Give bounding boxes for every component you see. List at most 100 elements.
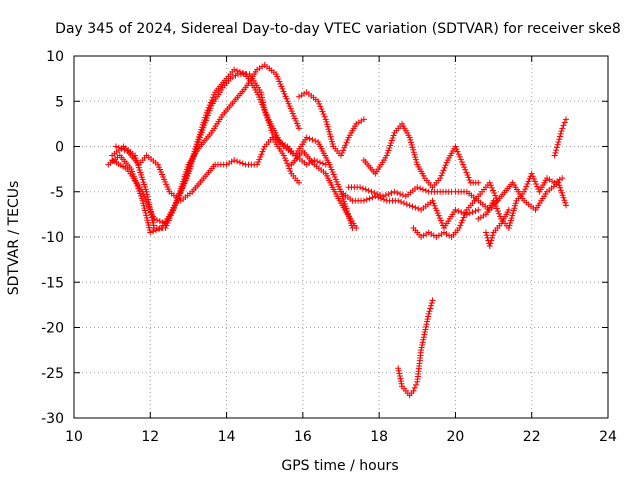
series-sat-n: [551, 116, 570, 159]
trace-marker: [487, 182, 494, 189]
trace-marker: [554, 141, 561, 148]
trace-marker: [319, 160, 326, 167]
trace-marker: [339, 149, 346, 156]
trace-marker: [265, 119, 272, 126]
trace-marker: [557, 184, 564, 191]
trace-marker: [465, 174, 472, 181]
trace-marker: [260, 99, 267, 106]
data-point: [261, 107, 268, 114]
trace-marker: [378, 195, 385, 202]
trace-marker: [259, 148, 266, 155]
trace-marker: [457, 222, 464, 229]
data-point: [486, 179, 493, 186]
chart-title: Day 345 of 2024, Sidereal Day-to-day VTE…: [55, 21, 621, 37]
trace-marker: [422, 187, 429, 194]
data-point: [559, 175, 566, 182]
data-point: [360, 116, 367, 123]
y-tick-label: -25: [41, 366, 64, 382]
series-sat-l: [475, 170, 566, 231]
data-points-layer: [105, 62, 570, 399]
trace-marker: [317, 159, 324, 166]
data-point: [475, 206, 482, 213]
trace-marker: [159, 219, 166, 226]
trace-marker: [534, 183, 541, 190]
trace-marker: [491, 200, 498, 207]
x-tick-label: 20: [447, 429, 465, 445]
trace-marker: [314, 158, 321, 165]
trace-marker: [258, 151, 265, 158]
y-tick-label: -5: [50, 185, 64, 201]
trace-marker: [319, 108, 326, 115]
data-point: [296, 125, 303, 132]
trace-marker: [343, 139, 350, 146]
trace-marker: [388, 137, 395, 144]
data-point: [353, 224, 360, 231]
trace-marker: [462, 166, 469, 173]
trace-marker: [366, 195, 373, 202]
trace-marker: [281, 155, 288, 162]
trace-marker: [530, 175, 537, 182]
trace-marker: [121, 146, 128, 153]
trace-marker: [491, 190, 498, 197]
trace-marker: [417, 185, 424, 192]
trace-marker: [395, 367, 402, 374]
trace-marker: [489, 234, 496, 241]
trace-marker: [398, 198, 405, 205]
data-point: [528, 170, 535, 177]
data-point: [296, 179, 303, 186]
trace-marker: [424, 316, 431, 323]
trace-marker: [460, 214, 467, 221]
trace-marker: [411, 384, 418, 391]
trace-marker: [363, 196, 370, 203]
series-sat-f: [288, 148, 360, 231]
trace-marker: [234, 67, 241, 74]
trace-marker: [118, 145, 125, 152]
y-tick-label: -20: [41, 321, 64, 337]
trace-marker: [286, 165, 293, 172]
trace-marker: [441, 164, 448, 171]
data-point: [315, 98, 322, 105]
x-tick-label: 14: [218, 429, 236, 445]
y-tick-label: -15: [41, 275, 64, 291]
trace-marker: [388, 139, 395, 146]
trace-marker: [389, 134, 396, 141]
trace-marker: [552, 149, 559, 156]
trace-marker: [458, 159, 465, 166]
trace-marker: [412, 204, 419, 211]
trace-marker: [394, 189, 401, 196]
trace-marker: [560, 194, 567, 201]
data-point: [452, 143, 459, 150]
trace-marker: [396, 372, 403, 379]
trace-marker: [371, 189, 378, 196]
trace-marker: [458, 219, 465, 226]
trace-marker: [464, 171, 471, 178]
series-sat-h: [360, 120, 482, 191]
trace-marker: [403, 201, 410, 208]
data-point: [391, 188, 398, 195]
trace-marker: [415, 205, 422, 212]
trace-marker: [426, 308, 433, 315]
trace-marker: [265, 117, 272, 124]
trace-marker: [344, 137, 351, 144]
trace-marker: [489, 232, 496, 239]
trace-marker: [492, 192, 499, 199]
trace-marker: [439, 170, 446, 177]
trace-marker: [523, 183, 530, 190]
trace-marker: [533, 180, 540, 187]
trace-marker: [553, 147, 560, 154]
trace-marker: [385, 191, 392, 198]
trace-marker: [420, 336, 427, 343]
series-sat-e: [296, 89, 367, 159]
x-tick-label: 18: [370, 429, 388, 445]
trace-marker: [490, 187, 497, 194]
data-point: [425, 310, 432, 317]
trace-marker: [456, 153, 463, 160]
trace-marker: [529, 173, 536, 180]
x-tick-label: 16: [294, 429, 312, 445]
x-tick-label: 24: [599, 429, 617, 445]
data-point: [368, 188, 375, 195]
y-tick-label: -10: [41, 230, 64, 246]
data-point: [475, 179, 482, 186]
trace-marker: [488, 237, 495, 244]
trace-marker: [153, 217, 160, 224]
